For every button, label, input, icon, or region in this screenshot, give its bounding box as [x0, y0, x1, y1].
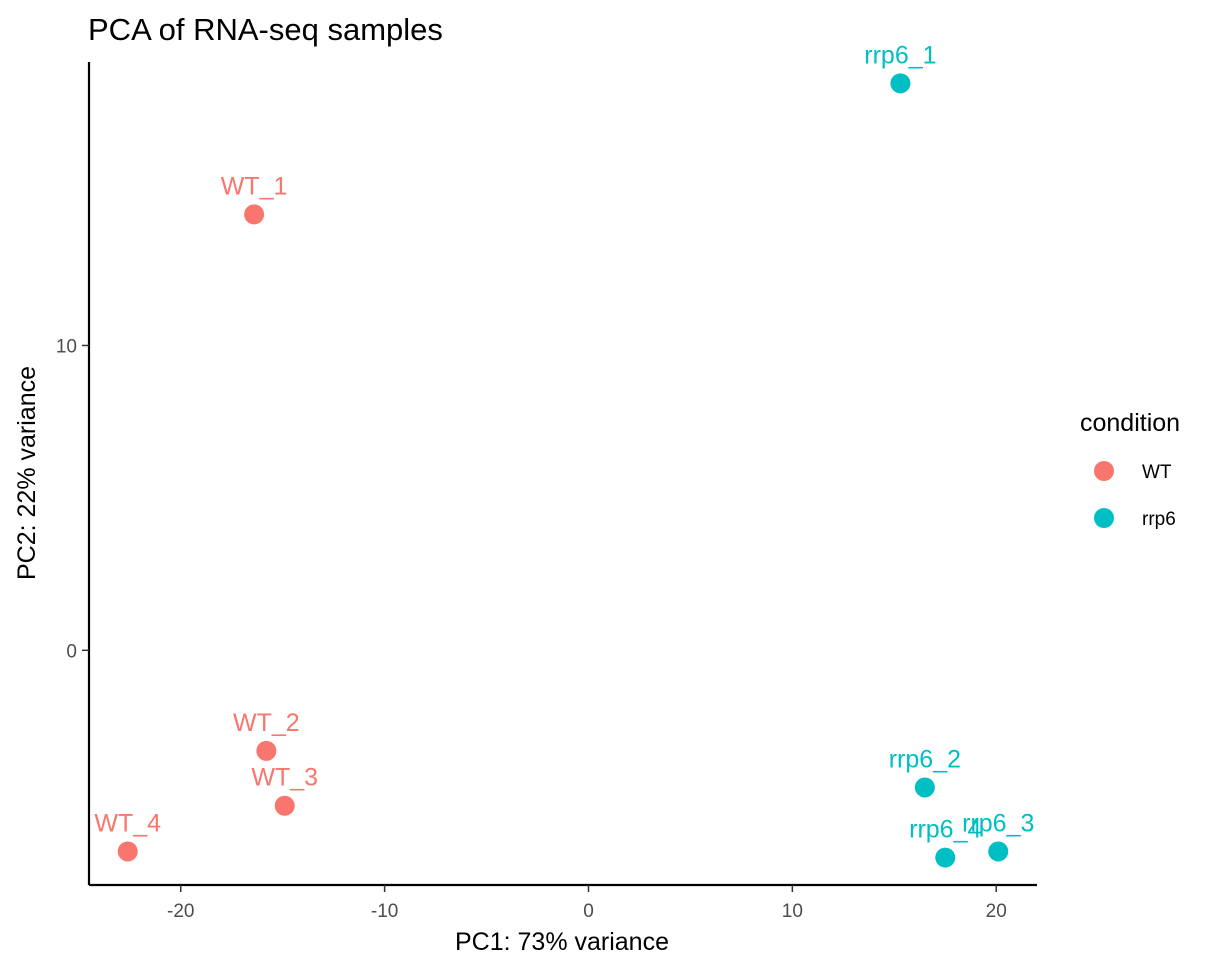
x-tick-label: 20	[986, 901, 1007, 922]
y-tick-label: 10	[56, 336, 77, 357]
point-rrp6_3	[988, 841, 1009, 862]
point-WT_4	[117, 841, 138, 862]
y-tick-label: 0	[66, 641, 77, 662]
y-axis-title: PC2: 22% variance	[13, 366, 41, 580]
x-tick-label: -10	[371, 901, 398, 922]
data-points	[117, 73, 1009, 868]
legend-label-rrp6: rrp6	[1142, 509, 1176, 530]
point-label-rrp6_1: rrp6_1	[864, 41, 936, 69]
point-label-WT_3: WT_3	[251, 764, 318, 792]
x-tick-label: -20	[167, 901, 194, 922]
x-tick-label: 10	[782, 901, 803, 922]
point-label-WT_2: WT_2	[233, 709, 300, 737]
axes: -20 -10 0 10 20 0 10	[56, 62, 1037, 922]
x-axis-title: PC1: 73% variance	[455, 928, 669, 956]
x-tick-label: 0	[583, 901, 594, 922]
point-WT_1	[244, 204, 265, 225]
point-label-rrp6_2: rrp6_2	[889, 745, 961, 773]
point-label-WT_1: WT_1	[221, 172, 288, 200]
point-label-rrp6_3: rrp6_3	[962, 809, 1034, 837]
point-rrp6_1	[890, 73, 911, 94]
legend-label-WT: WT	[1142, 462, 1172, 483]
legend-title: condition	[1080, 409, 1180, 437]
legend-key-WT	[1094, 461, 1114, 481]
point-rrp6_2	[914, 777, 935, 798]
point-label-WT_4: WT_4	[94, 809, 161, 837]
point-WT_3	[274, 795, 295, 816]
legend-key-rrp6	[1094, 508, 1114, 528]
legend: condition WT rrp6	[1080, 409, 1180, 530]
point-label-rrp6_4: rrp6_4	[909, 816, 981, 844]
point-WT_2	[256, 740, 277, 761]
point-rrp6_4	[935, 847, 956, 868]
chart-title: PCA of RNA-seq samples	[88, 12, 443, 47]
